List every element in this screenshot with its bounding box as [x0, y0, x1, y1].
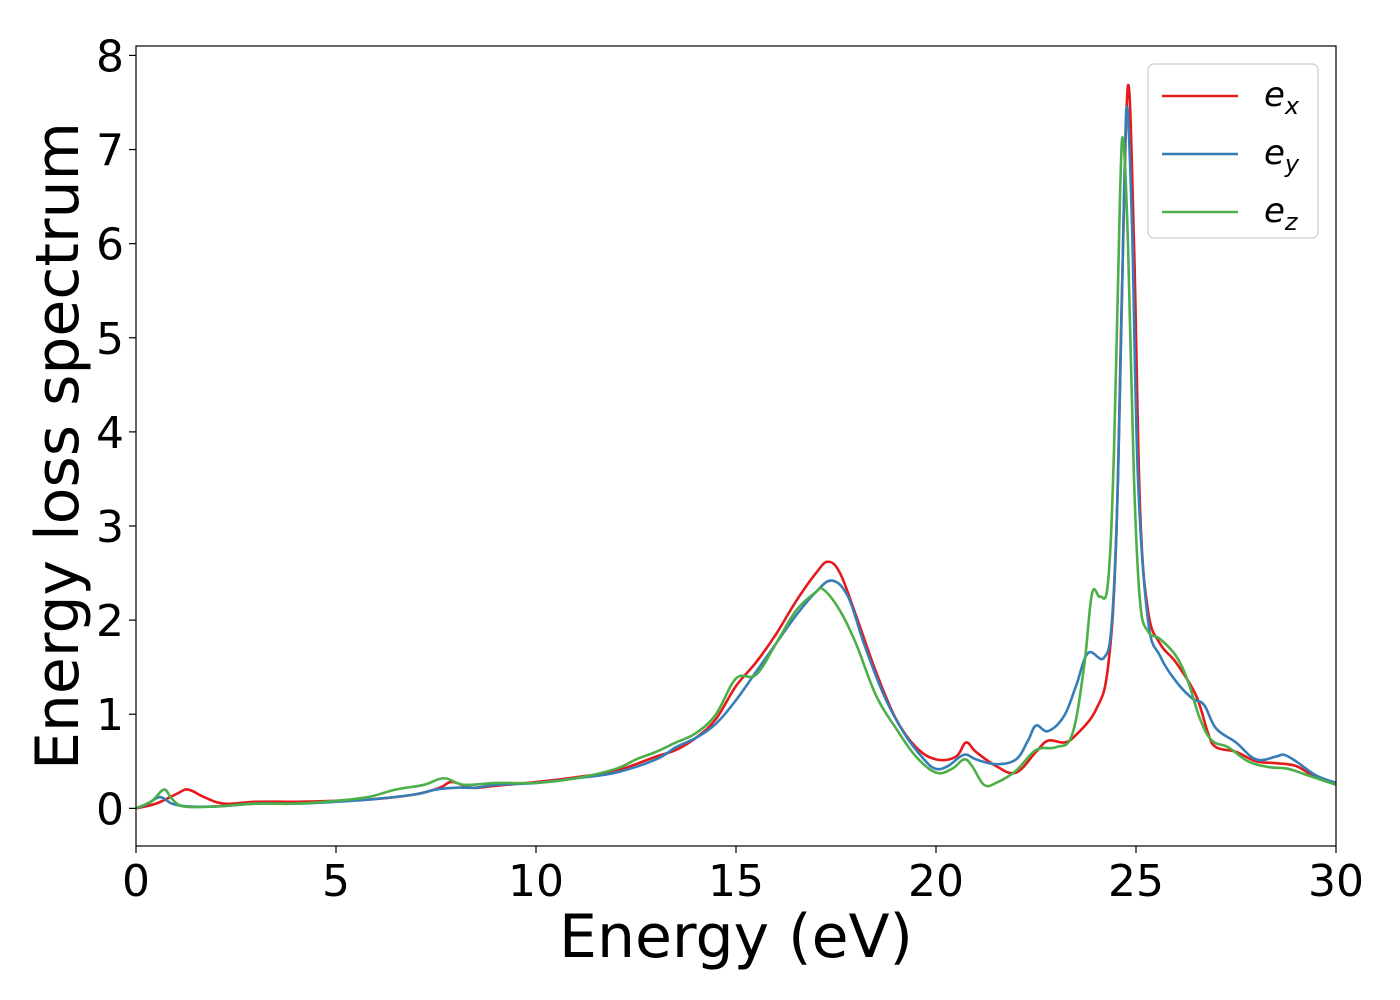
- legend-label: ez: [1264, 191, 1299, 236]
- legend-label-base: e: [1264, 75, 1285, 115]
- y-tick-label: 7: [96, 126, 124, 177]
- series-line-y: [136, 105, 1336, 810]
- x-axis-ticks: 0 5 10 15 20 25 30: [122, 846, 1364, 907]
- legend-label: ey: [1264, 133, 1300, 178]
- legend-label-subscript: z: [1284, 208, 1299, 236]
- x-axis-label: Energy (eV): [559, 902, 913, 972]
- x-tick-label: 25: [1108, 856, 1164, 907]
- series-lines: [136, 83, 1336, 810]
- legend-label: ex: [1264, 75, 1300, 120]
- legend-item-y: ey: [1162, 133, 1300, 178]
- legend-box: [1147, 63, 1319, 239]
- x-tick-label: 10: [508, 856, 564, 907]
- y-axis-ticks: 0 1 2 3 4 5 6 7 8: [96, 31, 136, 835]
- legend-label-base: e: [1264, 133, 1285, 173]
- y-tick-label: 5: [96, 314, 124, 365]
- x-tick-label: 0: [122, 856, 150, 907]
- x-tick-label: 30: [1308, 856, 1364, 907]
- legend-label-subscript: x: [1284, 92, 1300, 120]
- y-tick-label: 0: [96, 784, 124, 835]
- legend-label-base: e: [1264, 191, 1285, 231]
- y-tick-label: 1: [96, 690, 124, 741]
- x-tick-label: 15: [708, 856, 764, 907]
- y-tick-label: 6: [96, 220, 124, 271]
- x-tick-label: 20: [908, 856, 964, 907]
- legend-item-z: ez: [1162, 191, 1299, 236]
- x-tick-label: 5: [322, 856, 350, 907]
- y-tick-label: 2: [96, 596, 124, 647]
- y-tick-label: 4: [96, 408, 124, 459]
- y-tick-label: 3: [96, 502, 124, 553]
- legend-item-x: ex: [1162, 75, 1300, 120]
- y-axis-label: Energy loss spectrum: [23, 122, 93, 770]
- series-line-z: [136, 136, 1336, 810]
- legend-label-subscript: y: [1284, 150, 1300, 178]
- y-tick-label: 8: [96, 31, 124, 82]
